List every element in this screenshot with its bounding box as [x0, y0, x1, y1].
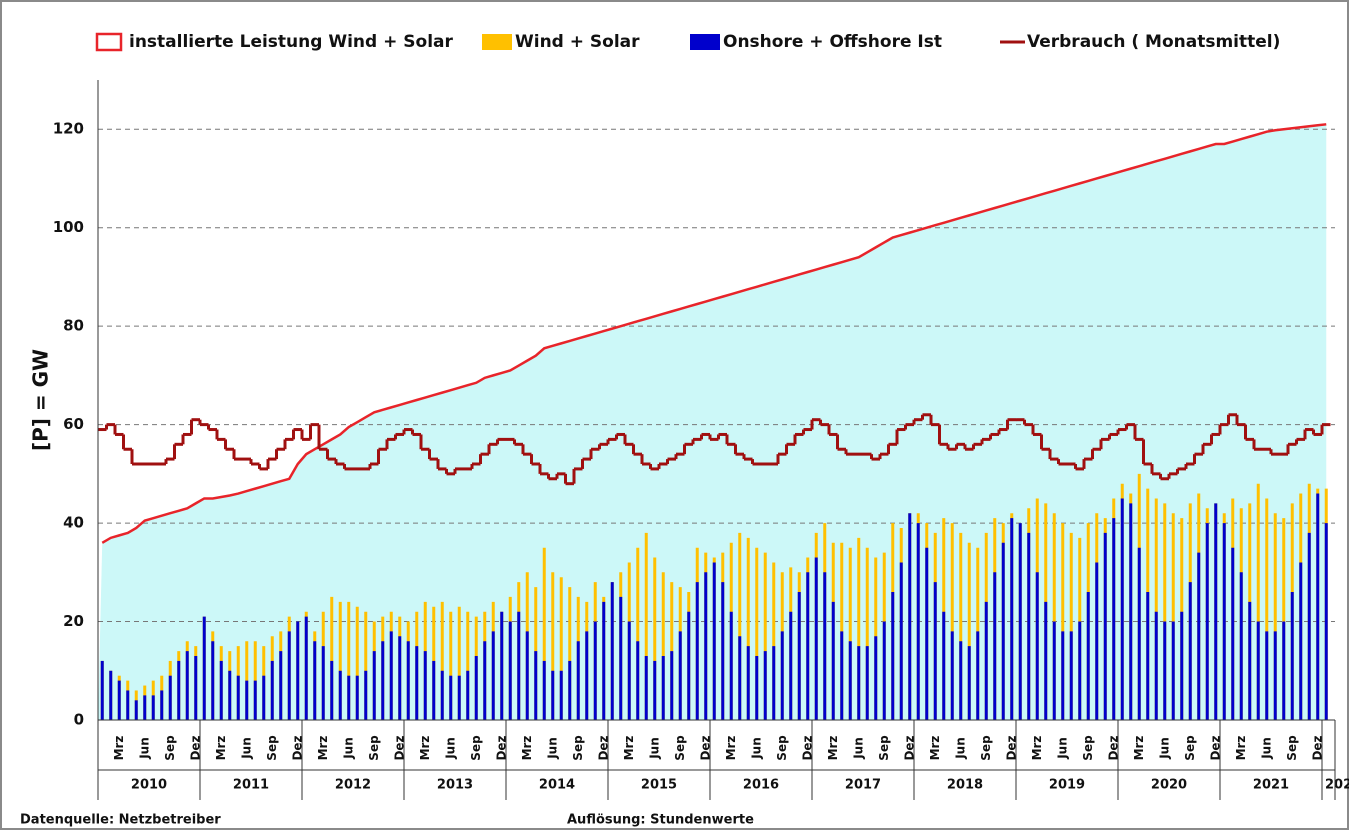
- month-label: Jun: [647, 737, 661, 760]
- year-label: 2016: [743, 778, 779, 793]
- legend-label: installierte Leistung Wind + Solar: [129, 32, 453, 52]
- month-label: Sep: [367, 735, 381, 761]
- month-label: Jun: [749, 737, 763, 760]
- month-label: Mrz: [622, 736, 636, 761]
- y-tick-label: 100: [53, 218, 84, 236]
- month-label: Dez: [902, 735, 916, 760]
- month-label: Jun: [851, 737, 865, 760]
- y-tick-label: 120: [53, 120, 84, 138]
- month-label: Dez: [494, 735, 508, 760]
- month-label: Mrz: [418, 736, 432, 761]
- year-label: 2017: [845, 778, 881, 793]
- month-label: Sep: [469, 735, 483, 761]
- month-label: Mrz: [1234, 736, 1248, 761]
- year-label: 2015: [641, 778, 677, 793]
- month-label: Sep: [571, 735, 585, 761]
- month-label: Sep: [163, 735, 177, 761]
- month-label: Mrz: [724, 736, 738, 761]
- month-label: Sep: [979, 735, 993, 761]
- month-label: Dez: [1106, 735, 1120, 760]
- month-label: Dez: [188, 735, 202, 760]
- month-label: Mrz: [826, 736, 840, 761]
- month-label: Dez: [596, 735, 610, 760]
- month-label: Mrz: [316, 736, 330, 761]
- month-label: Jun: [545, 737, 559, 760]
- month-label: Jun: [1259, 737, 1273, 760]
- month-label: Jun: [1055, 737, 1069, 760]
- legend-label: Onshore + Offshore Ist: [723, 32, 942, 52]
- year-label: 2011: [233, 778, 269, 793]
- month-label: Sep: [877, 735, 891, 761]
- month-label: Dez: [1004, 735, 1018, 760]
- month-label: Dez: [290, 735, 304, 760]
- month-label: Sep: [265, 735, 279, 761]
- legend-swatch: [95, 32, 123, 52]
- month-label: Jun: [1157, 737, 1171, 760]
- month-label: Jun: [239, 737, 253, 760]
- capacity-line: [101, 123, 1327, 544]
- month-label: Jun: [341, 737, 355, 760]
- month-label: Sep: [775, 735, 789, 761]
- month-label: Mrz: [112, 736, 126, 761]
- y-axis-label: [P] = GW: [29, 349, 53, 451]
- y-tick-label: 20: [63, 612, 84, 630]
- year-label: 2020: [1151, 778, 1187, 793]
- month-label: Mrz: [520, 736, 534, 761]
- month-label: Mrz: [1132, 736, 1146, 761]
- legend-label: Verbrauch ( Monatsmittel): [1027, 32, 1280, 52]
- legend-label: Wind + Solar: [515, 32, 640, 52]
- footer-resolution: Auflösung: Stundenwerte: [567, 813, 754, 828]
- year-label: 2014: [539, 778, 575, 793]
- year-label: 2019: [1049, 778, 1085, 793]
- month-label: Mrz: [928, 736, 942, 761]
- legend-swatch: [482, 34, 512, 50]
- month-label: Dez: [1208, 735, 1222, 760]
- month-label: Dez: [698, 735, 712, 760]
- month-label: Sep: [1285, 735, 1299, 761]
- month-label: Mrz: [1030, 736, 1044, 761]
- month-label: Dez: [1310, 735, 1324, 760]
- year-label: 2018: [947, 778, 983, 793]
- month-label: Jun: [137, 737, 151, 760]
- month-label: Mrz: [214, 736, 228, 761]
- month-label: Sep: [1081, 735, 1095, 761]
- footer-source: Datenquelle: Netzbetreiber: [20, 813, 221, 828]
- year-label: 2013: [437, 778, 473, 793]
- month-label: Jun: [443, 737, 457, 760]
- month-label: Sep: [673, 735, 687, 761]
- year-label: 2010: [131, 778, 167, 793]
- month-label: Sep: [1183, 735, 1197, 761]
- year-label: 2012: [335, 778, 371, 793]
- y-tick-label: 40: [63, 514, 84, 532]
- legend-swatch: [690, 34, 720, 50]
- y-tick-label: 60: [63, 415, 84, 433]
- year-label: 2021: [1253, 778, 1289, 793]
- month-label: Dez: [800, 735, 814, 760]
- month-label: Dez: [392, 735, 406, 760]
- y-tick-label: 80: [63, 317, 84, 335]
- y-tick-label: 0: [74, 711, 84, 729]
- year-label: 2022: [1325, 778, 1349, 793]
- month-label: Jun: [953, 737, 967, 760]
